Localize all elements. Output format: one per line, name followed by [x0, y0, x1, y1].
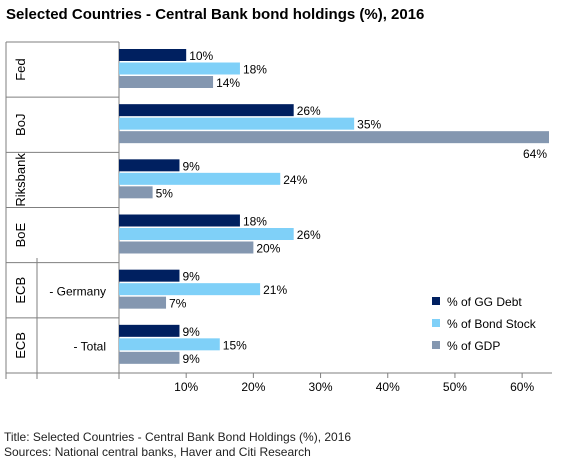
bar — [119, 76, 214, 88]
x-tick-label: 10% — [174, 380, 198, 394]
data-label: 5% — [156, 186, 174, 200]
legend-label: % of GDP — [447, 339, 500, 353]
data-label: 21% — [263, 283, 287, 297]
x-tick-label: 40% — [376, 380, 400, 394]
bar — [119, 131, 549, 144]
bar — [119, 214, 240, 227]
data-label: 14% — [216, 76, 240, 90]
data-label: 24% — [283, 173, 307, 187]
bar — [119, 186, 153, 199]
category-sublabel: - Germany — [49, 284, 106, 298]
data-label: 9% — [182, 352, 200, 366]
data-label: 15% — [223, 338, 247, 352]
category-label: BoE — [13, 222, 28, 247]
data-label: 10% — [189, 49, 213, 63]
bar — [119, 296, 167, 309]
category-label: ECB — [13, 332, 28, 359]
bar — [119, 159, 180, 172]
x-tick-label: 30% — [309, 380, 333, 394]
legend-label: % of Bond Stock — [447, 317, 537, 331]
data-label: 9% — [182, 159, 200, 173]
chart-title: Selected Countries - Central Bank bond h… — [6, 6, 425, 23]
footer-title: Title: Selected Countries - Central Bank… — [4, 430, 352, 444]
data-label: 9% — [182, 325, 200, 339]
data-label: 9% — [182, 270, 200, 284]
x-tick-label: 20% — [241, 380, 265, 394]
legend-swatch — [432, 341, 440, 349]
data-label: 26% — [297, 104, 321, 118]
bar — [119, 324, 180, 337]
data-label: 26% — [297, 228, 321, 242]
category-label: Fed — [13, 58, 28, 80]
bar — [119, 117, 355, 130]
footer-sources: Sources: National central banks, Haver a… — [4, 445, 311, 459]
bar — [119, 241, 254, 254]
bar — [119, 338, 220, 351]
x-tick-label: 60% — [510, 380, 534, 394]
bar — [119, 49, 187, 61]
x-tick-label: 50% — [443, 380, 467, 394]
bar — [119, 172, 281, 185]
legend-label: % of GG Debt — [447, 295, 522, 309]
data-label: 35% — [357, 118, 381, 132]
data-label: 7% — [169, 297, 187, 311]
category-label: Riksbank — [13, 153, 28, 207]
bar — [119, 269, 180, 282]
bar — [119, 228, 294, 240]
chart-labels: 10%18%14%26%35%64%9%24%5%18%26%20%9%21%7… — [156, 49, 548, 366]
data-label: 64% — [523, 147, 547, 161]
bar — [119, 104, 294, 117]
bar — [119, 283, 261, 296]
chart-legend: % of GG Debt % of Bond Stock % of GDP — [432, 295, 537, 353]
data-label: 18% — [243, 63, 267, 77]
data-label: 20% — [256, 242, 280, 256]
category-sublabel: - Total — [74, 339, 106, 353]
chart-axes: 10% 20% 30% 40% 50% 60% Fed BoJ Riksbank BoE ECB - … — [5, 41, 552, 394]
legend-swatch — [432, 319, 440, 327]
chart-bars — [119, 49, 549, 364]
bar — [119, 62, 240, 75]
category-label: ECB — [13, 277, 28, 304]
category-label: BoJ — [13, 114, 28, 136]
data-label: 18% — [243, 215, 267, 229]
legend-swatch — [432, 297, 440, 305]
bar — [119, 351, 180, 364]
